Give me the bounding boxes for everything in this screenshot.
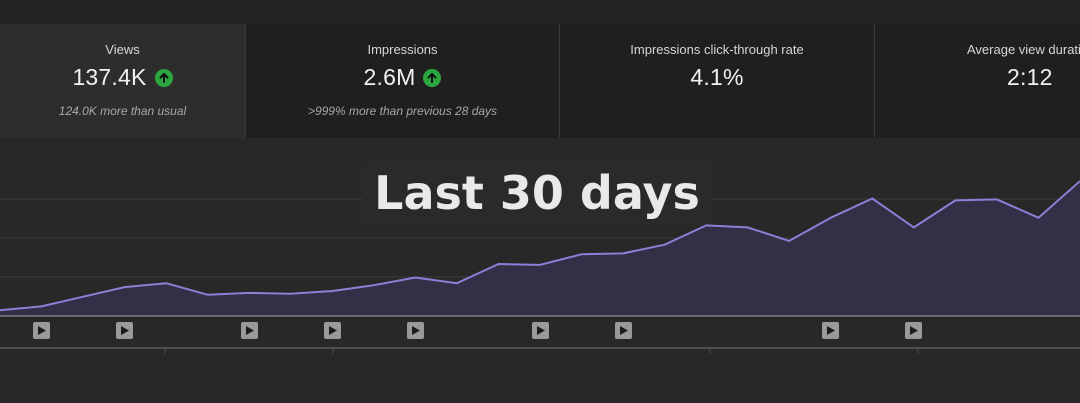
- play-icon: [411, 326, 420, 335]
- arrow-up-icon: [423, 68, 442, 87]
- ctr-card[interactable]: Impressions click-through rate 4.1%: [560, 24, 875, 138]
- impressions-card[interactable]: Impressions 2.6M >999% more than previou…: [246, 24, 560, 138]
- play-icon: [121, 326, 130, 335]
- ctr-value: 4.1%: [690, 64, 744, 90]
- views-value: 137.4K: [72, 64, 147, 90]
- play-icon: [38, 326, 46, 335]
- views-label: Views: [105, 42, 140, 57]
- play-icon: [910, 326, 919, 335]
- video-marker-play-icon[interactable]: [116, 322, 134, 339]
- overlay-title: Last 30 days: [362, 162, 712, 224]
- arrow-up-icon: [154, 68, 173, 87]
- video-marker-play-icon[interactable]: [323, 322, 341, 339]
- avg-view-duration-label: Average view durati: [967, 42, 1080, 57]
- avg-view-duration-value: 2:12: [1007, 64, 1053, 90]
- play-icon: [827, 326, 836, 335]
- play-icon: [245, 326, 254, 335]
- impressions-value: 2.6M: [363, 64, 416, 90]
- play-icon: [328, 326, 337, 335]
- video-marker-play-icon[interactable]: [822, 322, 840, 339]
- impressions-comparison: >999% more than previous 28 days: [307, 104, 498, 118]
- ctr-label: Impressions click-through rate: [630, 42, 804, 57]
- video-marker-play-icon[interactable]: [614, 322, 632, 339]
- video-marker-play-icon[interactable]: [33, 322, 50, 339]
- video-marker-play-icon[interactable]: [406, 322, 424, 339]
- impressions-label: Impressions: [367, 42, 438, 57]
- top-bar: [0, 0, 1080, 24]
- avg-view-duration-card[interactable]: Average view durati 2:12: [875, 24, 1080, 138]
- metric-cards: Views 137.4K 124.0K more than usual Impr…: [0, 24, 1080, 138]
- video-marker-play-icon[interactable]: [531, 322, 549, 339]
- views-area: [0, 181, 1080, 316]
- views-card[interactable]: Views 137.4K 124.0K more than usual: [0, 24, 246, 138]
- video-marker-play-icon[interactable]: [905, 322, 923, 339]
- play-icon: [619, 326, 628, 335]
- views-comparison: 124.0K more than usual: [58, 104, 187, 118]
- video-marker-play-icon[interactable]: [240, 322, 258, 339]
- play-icon: [536, 326, 545, 335]
